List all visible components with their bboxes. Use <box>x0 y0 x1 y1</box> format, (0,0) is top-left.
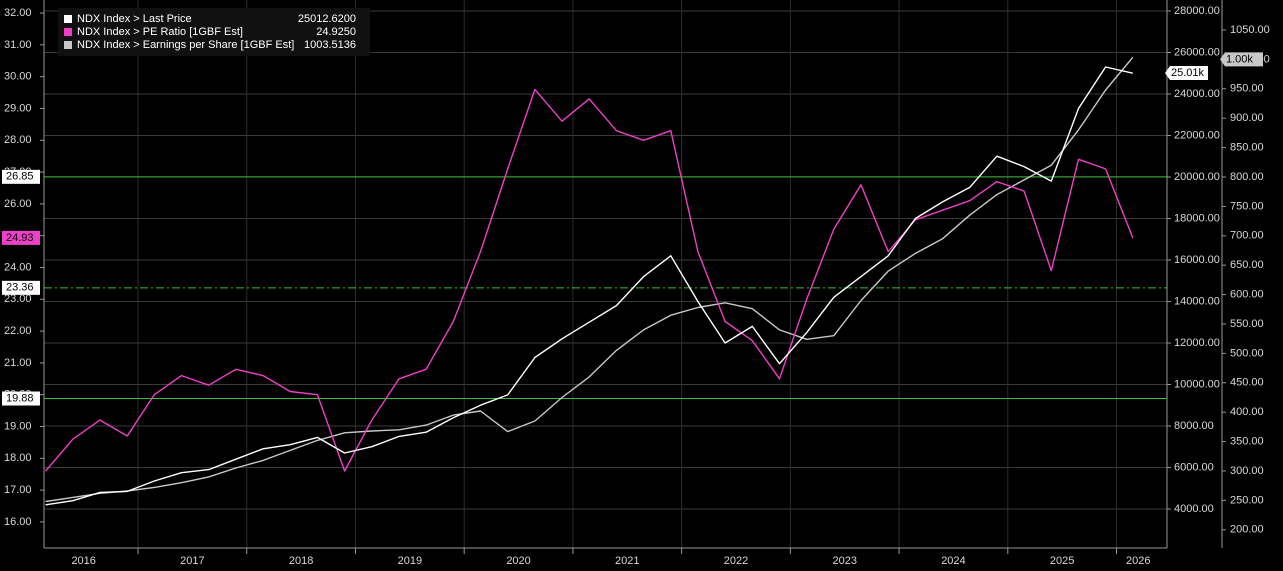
last-value-tag <box>1220 52 1263 67</box>
series-line <box>45 56 1134 503</box>
x-tick-label: 2025 <box>1050 555 1074 567</box>
legend-label: NDX Index > Earnings per Share [1GBF Est… <box>77 39 294 51</box>
y3-tick-label: 650.00 <box>1230 259 1264 271</box>
y-tick-label: 17.00 <box>4 484 32 496</box>
x-tick-label: 2019 <box>398 555 422 567</box>
y-tick-label: 19.00 <box>4 420 32 432</box>
y3-tick-label: 300.00 <box>1230 465 1264 477</box>
x-tick-label: 2021 <box>615 555 639 567</box>
y-tick-label: 32.00 <box>4 7 32 19</box>
legend-label: NDX Index > PE Ratio [1GBF Est] <box>77 26 243 38</box>
y-tick-label: 22.00 <box>4 325 32 337</box>
legend-value: 24.9250 <box>316 26 356 38</box>
y-tick-label: 18.00 <box>4 452 32 464</box>
y3-tick-label: 950.00 <box>1230 83 1264 95</box>
legend-label: NDX Index > Last Price <box>77 13 192 25</box>
y2-tick-label: 14000.00 <box>1174 295 1220 307</box>
y3-tick-label: 1050.00 <box>1230 24 1270 36</box>
y2-tick-label: 28000.00 <box>1174 5 1220 17</box>
y-tick-label: 21.00 <box>4 357 32 369</box>
y3-tick-label: 800.00 <box>1230 171 1264 183</box>
y2-tick-label: 4000.00 <box>1174 503 1214 515</box>
y2-tick-label: 16000.00 <box>1174 254 1220 266</box>
y-tick-label: 24.00 <box>4 261 32 273</box>
reference-label: 23.36 <box>6 282 34 294</box>
x-tick-label: 2023 <box>832 555 856 567</box>
x-tick-label: 2024 <box>941 555 965 567</box>
y2-tick-label: 20000.00 <box>1174 171 1220 183</box>
y3-tick-label: 750.00 <box>1230 200 1264 212</box>
y3-tick-label: 550.00 <box>1230 318 1264 330</box>
series-line <box>45 66 1133 506</box>
series-line <box>45 88 1134 472</box>
legend-swatch <box>64 41 72 49</box>
last-value-label: 24.93 <box>6 232 34 244</box>
y2-tick-label: 8000.00 <box>1174 420 1214 432</box>
reference-label: 19.88 <box>6 392 34 404</box>
y3-tick-label: 350.00 <box>1230 435 1264 447</box>
y-tick-label: 29.00 <box>4 102 32 114</box>
reference-tag <box>2 391 40 406</box>
y2-tick-label: 12000.00 <box>1174 337 1220 349</box>
x-tick-label: 2018 <box>289 555 313 567</box>
y2-tick-label: 26000.00 <box>1174 46 1220 58</box>
legend-box <box>58 8 370 56</box>
y2-tick-label: 10000.00 <box>1174 378 1220 390</box>
y3-tick-label: 900.00 <box>1230 112 1264 124</box>
y3-tick-label: 850.00 <box>1230 141 1264 153</box>
y3-tick-label: 400.00 <box>1230 406 1264 418</box>
y2-tick-label: 18000.00 <box>1174 212 1220 224</box>
y2-tick-label: 6000.00 <box>1174 461 1214 473</box>
last-value-label: 1.00k <box>1226 53 1253 65</box>
legend: NDX Index > Last Price 25012.6200 NDX Inde… <box>58 8 370 56</box>
y-tick-label: 30.00 <box>4 71 32 83</box>
last-value-tag <box>1165 66 1208 81</box>
y2-tick-label: 24000.00 <box>1174 88 1220 100</box>
y-tick-label: 31.00 <box>4 39 32 51</box>
x-tick-label: 2016 <box>71 555 95 567</box>
y-tick-label: 23.00 <box>4 293 32 305</box>
y3-tick-label: 600.00 <box>1230 288 1264 300</box>
last-value-label: 25.01k <box>1171 67 1205 79</box>
x-tick-label: 2020 <box>506 555 530 567</box>
reference-tag <box>2 169 40 184</box>
y3-tick-label: 200.00 <box>1230 524 1264 536</box>
x-tick-label: 2017 <box>180 555 204 567</box>
y2-tick-label: 22000.00 <box>1174 129 1220 141</box>
y3-tick-label: 450.00 <box>1230 377 1264 389</box>
x-tick-label: 2026 <box>1126 555 1150 567</box>
y-tick-label: 16.00 <box>4 516 32 528</box>
y3-tick-label: 700.00 <box>1230 230 1264 242</box>
reference-tag <box>2 280 40 295</box>
y-tick-label: 28.00 <box>4 134 32 146</box>
reference-label: 26.85 <box>6 171 34 183</box>
legend-swatch <box>64 28 72 36</box>
y3-tick-label: 250.00 <box>1230 494 1264 506</box>
legend-value: 1003.5136 <box>304 39 356 51</box>
legend-swatch <box>64 15 72 23</box>
y3-tick-label: 500.00 <box>1230 347 1264 359</box>
y-tick-label: 26.00 <box>4 198 32 210</box>
last-value-tag <box>2 230 40 245</box>
x-tick-label: 2022 <box>724 555 748 567</box>
legend-value: 25012.6200 <box>298 13 356 25</box>
